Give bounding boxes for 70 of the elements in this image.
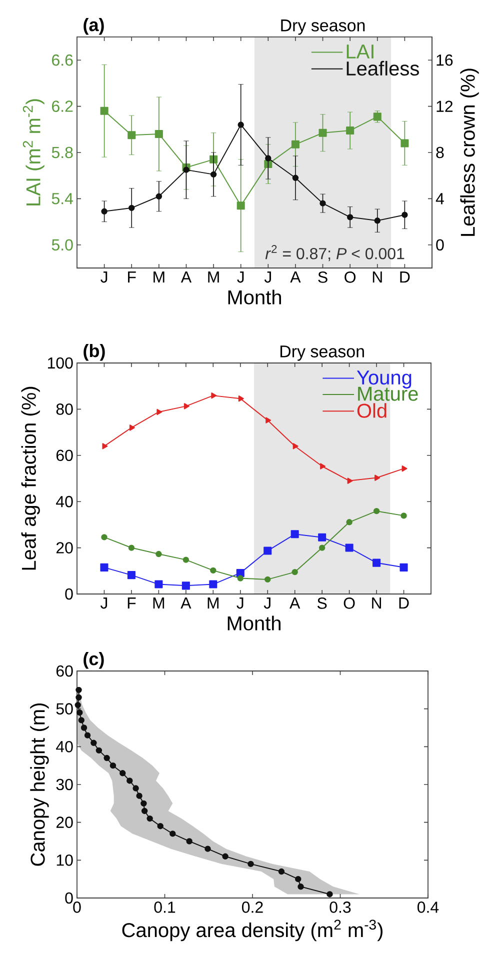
legend-label: Old <box>357 403 386 418</box>
y-tick-label: 20 <box>56 816 73 828</box>
x-tick-label: N <box>372 272 382 283</box>
y-tick-label: 5.0 <box>52 239 73 251</box>
y-tick-label: 6.2 <box>52 100 73 112</box>
x-tick-label: S <box>318 272 328 283</box>
x-tick-label: J <box>236 598 244 609</box>
x-axis-title: Month <box>228 290 281 304</box>
y2-tick-label: 12 <box>436 100 453 112</box>
y-tick-label: 20 <box>56 542 73 554</box>
y-tick-label: 5.4 <box>52 193 73 204</box>
x-tick-label: M <box>208 272 219 283</box>
y-tick-label: 0 <box>65 588 73 600</box>
y2-tick-label: 4 <box>436 193 444 204</box>
x-tick-label: O <box>344 598 355 609</box>
y-axis-title: LAI (m$^{2}$ m$^{-2}$) <box>22 99 44 206</box>
y-tick-label: 80 <box>56 404 73 415</box>
x-tick-label: J <box>237 272 244 283</box>
x-tick-label: D <box>400 272 410 283</box>
y-axis-title: Canopy height (m) <box>30 704 49 866</box>
x-tick-label: F <box>128 598 136 609</box>
x-tick-label: 0.2 <box>242 902 263 913</box>
annotation: r$^{2}$ = 0.87; P < 0.001 <box>265 245 404 262</box>
y2-tick-label: 0 <box>436 239 444 251</box>
x-tick-label: F <box>128 272 136 283</box>
x-tick-label: A <box>290 598 300 609</box>
x-tick-label: D <box>399 598 409 609</box>
chart-title: (b) <box>84 344 105 361</box>
y-tick-label: 60 <box>56 450 73 462</box>
x-tick-label: M <box>153 598 164 609</box>
x-tick-label: M <box>208 598 219 609</box>
y-tick-label: 60 <box>56 665 73 677</box>
x-tick-label: J <box>264 598 270 609</box>
x-tick-label: J <box>264 272 271 283</box>
y-tick-label: 5.8 <box>52 146 73 158</box>
y2-axis-title: Leafless crown (%) <box>460 68 479 236</box>
y-tick-label: 10 <box>56 854 73 866</box>
text: Dry season <box>280 346 364 361</box>
text: LAI <box>346 44 374 58</box>
y-tick-label: 40 <box>56 741 73 752</box>
x-tick-label: 0.1 <box>154 902 176 913</box>
y-tick-label: 30 <box>56 778 73 790</box>
x-tick-label: 0.3 <box>330 902 351 913</box>
y-tick-label: 50 <box>56 703 73 714</box>
x-tick-label: M <box>154 272 164 283</box>
x-axis-title: Month <box>228 616 280 630</box>
y2-tick-label: 16 <box>436 54 453 66</box>
y-tick-label: 6.6 <box>52 54 73 66</box>
text: Dry season <box>281 20 365 35</box>
chart-title: (a) <box>84 18 104 35</box>
x-tick-label: S <box>317 598 327 609</box>
x-tick-label: J <box>100 598 108 609</box>
legend-label: Mature <box>358 386 418 401</box>
x-tick-label: 0 <box>73 902 81 913</box>
x-tick-label: A <box>290 272 301 283</box>
legend-label: Leafless <box>346 60 419 76</box>
x-tick-label: N <box>372 598 382 609</box>
y-axis-title: Leaf age fraction (%) <box>21 386 40 570</box>
chart-title: (c) <box>84 652 104 669</box>
x-axis-title: Canopy area density (m$^{2}$ m$^{-3}$) <box>122 920 382 942</box>
y-tick-label: 0 <box>65 892 73 904</box>
x-tick-label: O <box>344 272 356 283</box>
y-tick-label: 100 <box>48 357 73 369</box>
y2-tick-label: 8 <box>436 146 444 158</box>
x-tick-label: A <box>180 272 192 283</box>
y-tick-label: 40 <box>56 496 73 508</box>
x-tick-label: 0.4 <box>418 902 439 913</box>
x-tick-label: A <box>180 598 192 609</box>
x-tick-label: J <box>100 272 108 283</box>
legend-label: Young <box>356 370 412 389</box>
